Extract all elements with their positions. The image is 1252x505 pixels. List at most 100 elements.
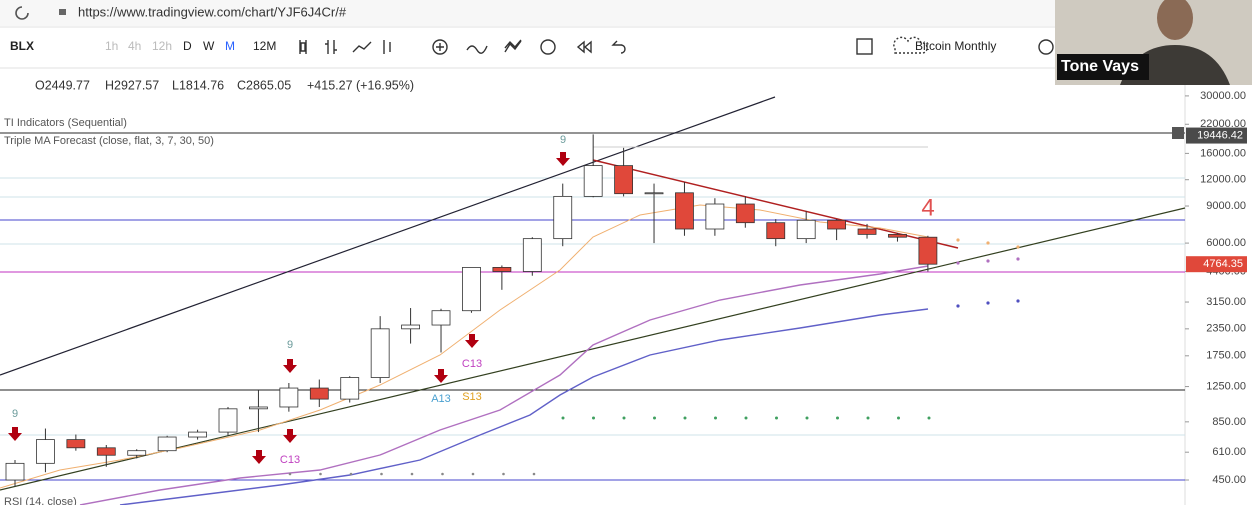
- annotation: 4: [921, 194, 934, 221]
- price-marker-label: 4764.35: [1203, 258, 1243, 270]
- interval-button[interactable]: 4h: [128, 39, 141, 53]
- y-tick-label: 12000.00: [1200, 174, 1246, 186]
- interval-button[interactable]: D: [183, 39, 192, 53]
- toolbar-icons: [299, 36, 1054, 55]
- candle-body: [401, 324, 420, 330]
- y-tick-label: 1750.00: [1206, 350, 1246, 362]
- signal-dot: [471, 472, 475, 476]
- signal-dot: [927, 416, 931, 420]
- indicator-label[interactable]: Triple MA Forecast (close, flat, 3, 7, 3…: [4, 135, 214, 147]
- alert-icon[interactable]: [540, 39, 556, 55]
- signal-dot: [653, 416, 656, 420]
- bars-icon[interactable]: [299, 40, 307, 54]
- signal-dot: [866, 416, 870, 420]
- trend-line: [0, 96, 776, 376]
- y-tick-label: 450.00: [1212, 474, 1246, 486]
- browser-bar: [0, 0, 1252, 26]
- signal-dot: [714, 416, 717, 420]
- candle-body: [431, 310, 451, 326]
- candle-body: [279, 387, 299, 408]
- y-tick-label: 22000.00: [1200, 118, 1246, 130]
- interval-button[interactable]: 12M: [253, 39, 276, 53]
- y-tick-label: 2350.00: [1206, 323, 1246, 335]
- replay-icon[interactable]: [576, 40, 592, 54]
- candle-body: [96, 447, 116, 456]
- indicator-label[interactable]: RSI (14, close): [4, 496, 77, 505]
- y-tick-label: 9000.00: [1206, 200, 1246, 212]
- signal-dot: [775, 416, 778, 420]
- candle-body: [857, 228, 877, 235]
- candle-body: [157, 436, 177, 452]
- signal-dot: [502, 472, 505, 476]
- candle-body: [918, 236, 938, 265]
- annotation: 9: [560, 134, 566, 146]
- candle-body: [827, 219, 847, 230]
- forecast-dot: [1016, 257, 1020, 261]
- forecast-dot: [986, 301, 990, 305]
- settings-icon[interactable]: [1038, 39, 1054, 55]
- webcam-name: Tone Vays: [1061, 58, 1139, 75]
- signal-dot: [349, 472, 353, 476]
- ohlc-value: H2927.57: [105, 78, 159, 92]
- candle-body: [66, 439, 86, 449]
- y-tick-label: 16000.00: [1200, 147, 1246, 159]
- candle-icon[interactable]: [383, 40, 391, 54]
- candle-body: [5, 462, 25, 481]
- candle-body: [675, 192, 694, 230]
- ohlc-value: O2449.77: [35, 78, 90, 92]
- interval-button[interactable]: M: [225, 39, 235, 53]
- signal-dot: [744, 416, 748, 420]
- line-icon[interactable]: [352, 41, 372, 53]
- name-badge: [1057, 54, 1149, 80]
- y-tick-label: 1250.00: [1206, 380, 1246, 392]
- signal-dot: [622, 416, 626, 420]
- plus: [436, 43, 444, 51]
- candle-body: [492, 267, 512, 272]
- sell-arrow: [465, 334, 479, 348]
- annotation: C13: [462, 358, 482, 370]
- signal-dot: [897, 416, 900, 420]
- indicator-label[interactable]: TI Indicators (Sequential): [4, 117, 127, 129]
- signal-dot: [288, 472, 292, 476]
- annotation: C13: [280, 454, 300, 466]
- annotation: S13: [462, 391, 482, 403]
- price-marker-label: 19446.42: [1197, 129, 1243, 141]
- candle-body: [249, 406, 268, 410]
- trend-line: [0, 207, 1186, 491]
- reload-button[interactable]: [15, 6, 29, 20]
- plot: 450.00 610.00 850.00 1250.00 1750.00 2350.00 3…: [5, 90, 1247, 487]
- candle-body: [522, 238, 542, 272]
- candle-body: [705, 203, 725, 230]
- candle-body: [370, 328, 390, 378]
- signal-dot: [410, 472, 414, 476]
- candle-body: [553, 195, 573, 240]
- compare-icon[interactable]: [466, 45, 488, 54]
- y-tick-label: 30000.00: [1200, 90, 1246, 102]
- candle-body: [127, 450, 147, 456]
- y-tick-label: 610.00: [1212, 446, 1246, 458]
- signal-dot: [683, 416, 687, 420]
- signal-dot: [805, 416, 809, 420]
- url[interactable]: https://www.tradingview.com/chart/YJF6J4…: [78, 4, 347, 19]
- ohlc-value: L1814.76: [172, 78, 224, 92]
- crosshair-button[interactable]: [1172, 127, 1184, 139]
- undo-icon[interactable]: [611, 40, 626, 54]
- interval-button[interactable]: 12h: [152, 39, 172, 53]
- checkbox[interactable]: [856, 38, 873, 55]
- ohlc-value: +415.27 (+16.95%): [307, 78, 414, 92]
- candle-body: [36, 439, 55, 464]
- symbol[interactable]: BLX: [10, 39, 34, 53]
- forecast-dot: [956, 304, 960, 308]
- interval-button[interactable]: 1h: [105, 39, 118, 53]
- price-marker: [1186, 256, 1247, 273]
- templates-icon[interactable]: [504, 39, 522, 53]
- layout-name[interactable]: Bitcoin Monthly: [915, 39, 996, 53]
- y-tick-label: 6000.00: [1206, 237, 1246, 249]
- signal-dot: [532, 472, 536, 476]
- candle-body: [188, 431, 207, 438]
- indicator-icon[interactable]: [432, 39, 448, 55]
- interval-button[interactable]: W: [203, 39, 215, 53]
- forecast-dot: [986, 241, 990, 245]
- ohlc-icon[interactable]: [325, 40, 337, 54]
